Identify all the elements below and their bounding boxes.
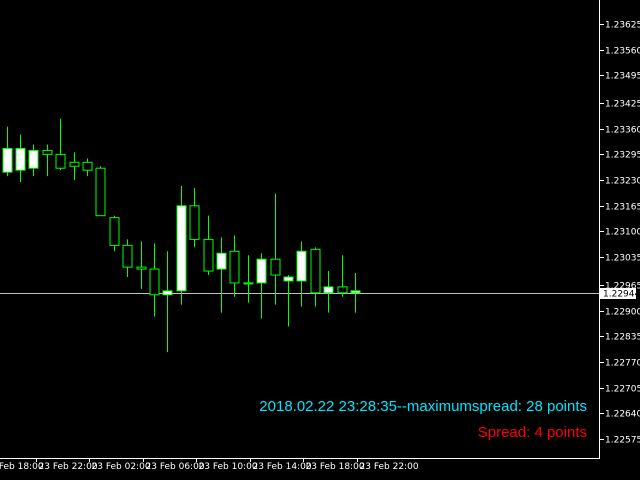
- bull-candle-body: [243, 282, 254, 285]
- bear-candle-body: [122, 244, 133, 268]
- candle: [176, 186, 187, 305]
- time-tick-label: 23 Feb 18:00: [306, 462, 365, 472]
- price-tick-label: 1.23560: [605, 47, 640, 57]
- time-tick-label: 23 Feb 22:00: [360, 462, 419, 472]
- bear-candle-body: [136, 266, 147, 270]
- candle: [216, 237, 227, 313]
- candle: [2, 126, 13, 177]
- price-tick-label: 1.23165: [605, 203, 640, 213]
- price-tick-label: 1.23100: [605, 228, 640, 238]
- candle: [350, 273, 361, 313]
- bear-candle-body: [42, 149, 53, 155]
- bear-candle-body: [229, 250, 240, 284]
- candle: [229, 235, 240, 297]
- bear-candle-body: [310, 248, 321, 294]
- bear-candle-body: [69, 161, 80, 167]
- bear-candle-body: [337, 286, 348, 294]
- bull-candle-body: [256, 258, 267, 284]
- price-tick-label: 1.23425: [605, 100, 640, 110]
- spread-annotation: Spread: 4 points: [477, 424, 587, 441]
- price-tick-label: 1.23625: [605, 21, 640, 31]
- bull-candle-body: [162, 290, 173, 296]
- bear-candle-body: [55, 153, 66, 169]
- candle: [243, 255, 254, 303]
- candle: [122, 239, 133, 277]
- candle: [283, 275, 294, 327]
- bear-candle-body: [95, 167, 106, 217]
- candle: [296, 241, 307, 307]
- time-tick-label: 23 Feb 14:00: [253, 462, 312, 472]
- candle: [95, 166, 106, 217]
- candle: [256, 253, 267, 319]
- price-tick-label: 1.23295: [605, 151, 640, 161]
- bull-candle-body: [296, 250, 307, 282]
- price-tick-label: 1.22835: [605, 333, 640, 343]
- candle: [69, 152, 80, 181]
- bid-price-label-bg: [600, 288, 636, 299]
- bull-candle-body: [2, 147, 13, 173]
- time-tick-label: 23 Feb 02:00: [92, 462, 151, 472]
- time-tick-label: 23 Feb 18:00: [0, 462, 44, 472]
- candle: [323, 271, 334, 313]
- bear-candle-body: [82, 161, 93, 171]
- price-tick-label: 1.23360: [605, 126, 640, 136]
- candle: [42, 144, 53, 177]
- time-tick-label: 23 Feb 22:00: [39, 462, 98, 472]
- candle: [162, 251, 173, 353]
- bear-candle-body: [149, 268, 160, 296]
- time-tick-label: 23 Feb 06:00: [146, 462, 205, 472]
- bid-price-label: 1.22944: [603, 290, 640, 300]
- candle: [136, 241, 147, 289]
- max-spread-annotation: 2018.02.22 23:28:35--maximumspread: 28 p…: [259, 398, 587, 415]
- candle: [270, 193, 281, 305]
- price-tick-label: 1.22965: [605, 282, 640, 292]
- candle: [189, 187, 200, 248]
- candle: [149, 243, 160, 317]
- bear-candle-body: [270, 258, 281, 276]
- bull-candle-body: [15, 147, 26, 171]
- bull-candle-body: [28, 149, 39, 169]
- price-tick-label: 1.22705: [605, 385, 640, 395]
- bull-candle-body: [323, 286, 334, 294]
- candle: [310, 247, 321, 307]
- candle: [337, 255, 348, 297]
- candle: [55, 118, 66, 171]
- time-tick-label: 23 Feb 10:00: [199, 462, 258, 472]
- price-tick-label: 1.23495: [605, 72, 640, 82]
- bear-candle-body: [203, 238, 214, 272]
- price-tick-label: 1.22640: [605, 410, 640, 420]
- bull-candle-body: [350, 290, 361, 294]
- candle: [28, 144, 39, 177]
- bull-candle-body: [283, 276, 294, 282]
- price-tick-label: 1.22575: [605, 436, 640, 446]
- candle: [109, 215, 120, 252]
- bear-candle-body: [109, 217, 120, 246]
- candle: [15, 134, 26, 183]
- bull-candle-body: [176, 205, 187, 292]
- price-tick-label: 1.23230: [605, 177, 640, 187]
- candle: [82, 158, 93, 177]
- price-tick-label: 1.22770: [605, 359, 640, 369]
- price-tick-label: 1.23035: [605, 254, 640, 264]
- price-tick-label: 1.22900: [605, 308, 640, 318]
- candle: [203, 215, 214, 276]
- bear-candle-body: [189, 205, 200, 240]
- bull-candle-body: [216, 252, 227, 270]
